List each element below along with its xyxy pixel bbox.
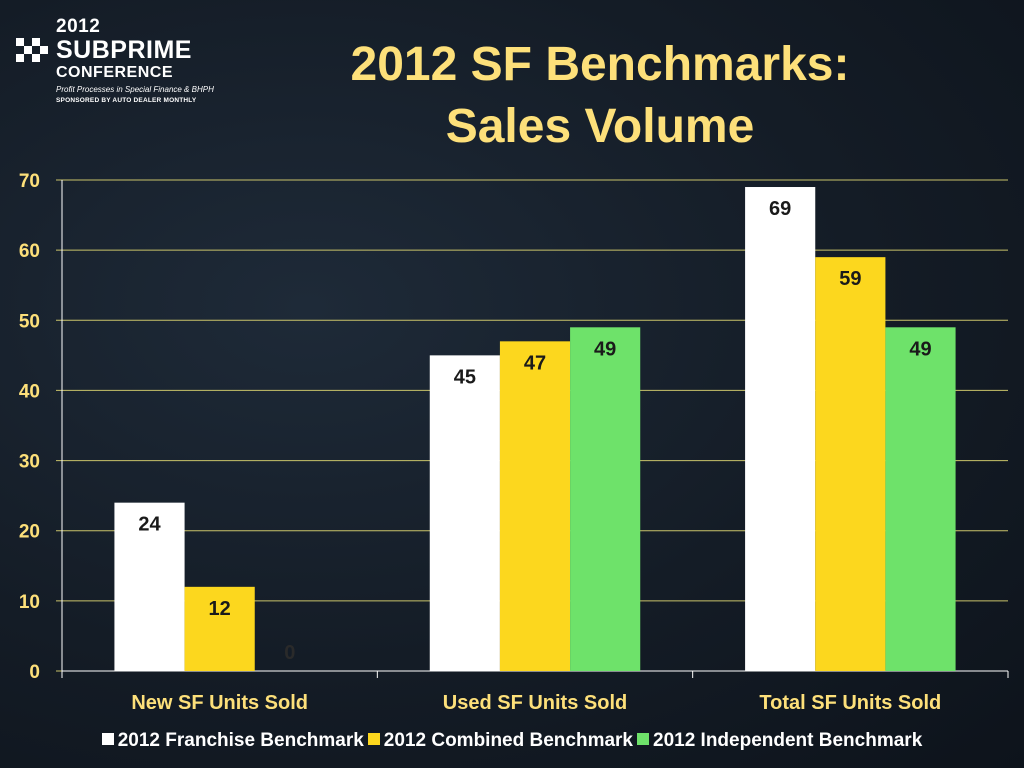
- chart-legend: 2012 Franchise Benchmark 2012 Combined Be…: [0, 730, 1024, 752]
- logo-sponsor: SPONSORED BY AUTO DEALER MONTHLY: [56, 97, 197, 104]
- data-label: 49: [594, 338, 616, 360]
- bar: [745, 187, 816, 671]
- data-label: 24: [138, 514, 161, 536]
- conference-logo: 2012 SUBPRIME CONFERENCE Profit Processe…: [14, 16, 229, 111]
- data-label: 69: [769, 198, 791, 220]
- bar: [114, 502, 185, 671]
- logo-subname: CONFERENCE: [56, 64, 174, 81]
- x-category-label: Used SF Units Sold: [443, 692, 627, 714]
- title-line-1: 2012 SF Benchmarks:: [350, 38, 850, 91]
- x-category-label: Total SF Units Sold: [759, 692, 941, 714]
- y-tick-label: 20: [19, 522, 40, 543]
- legend-swatch: [367, 733, 380, 745]
- y-tick-label: 50: [19, 311, 40, 332]
- legend-label: 2012 Franchise Benchmark: [117, 730, 364, 751]
- y-tick-label: 40: [19, 381, 40, 402]
- y-tick-label: 10: [19, 592, 40, 613]
- bar: [815, 257, 886, 671]
- x-category-label: New SF Units Sold: [131, 692, 308, 714]
- checkered-flag-icon: [16, 38, 48, 62]
- legend-swatch: [101, 733, 114, 745]
- logo-tagline: Profit Processes in Special Finance & BH…: [56, 85, 214, 94]
- title-line-2: Sales Volume: [445, 100, 755, 153]
- legend-label: 2012 Independent Benchmark: [653, 730, 923, 751]
- legend-item: 2012 Franchise Benchmark: [101, 730, 364, 752]
- page-title: 2012 SF Benchmarks: Sales Volume: [290, 34, 910, 158]
- bar: [885, 327, 956, 671]
- data-label: 47: [524, 352, 546, 374]
- data-label: 45: [454, 366, 476, 388]
- logo-name: SUBPRIME: [56, 36, 192, 64]
- logo-year: 2012: [56, 16, 101, 37]
- legend-label: 2012 Combined Benchmark: [383, 730, 633, 751]
- legend-item: 2012 Independent Benchmark: [637, 730, 922, 752]
- bar: [429, 355, 500, 671]
- data-label: 12: [209, 598, 231, 620]
- bar: [570, 327, 641, 671]
- y-tick-label: 0: [29, 662, 40, 683]
- data-label: 0: [284, 642, 295, 664]
- legend-swatch: [637, 733, 649, 745]
- y-tick-label: 60: [19, 241, 40, 262]
- y-tick-label: 70: [19, 171, 40, 192]
- y-tick-label: 30: [19, 452, 40, 473]
- legend-item: 2012 Combined Benchmark: [367, 730, 633, 752]
- bar: [499, 341, 571, 671]
- data-label: 59: [839, 268, 861, 290]
- data-label: 49: [909, 338, 931, 360]
- bar: [184, 586, 255, 671]
